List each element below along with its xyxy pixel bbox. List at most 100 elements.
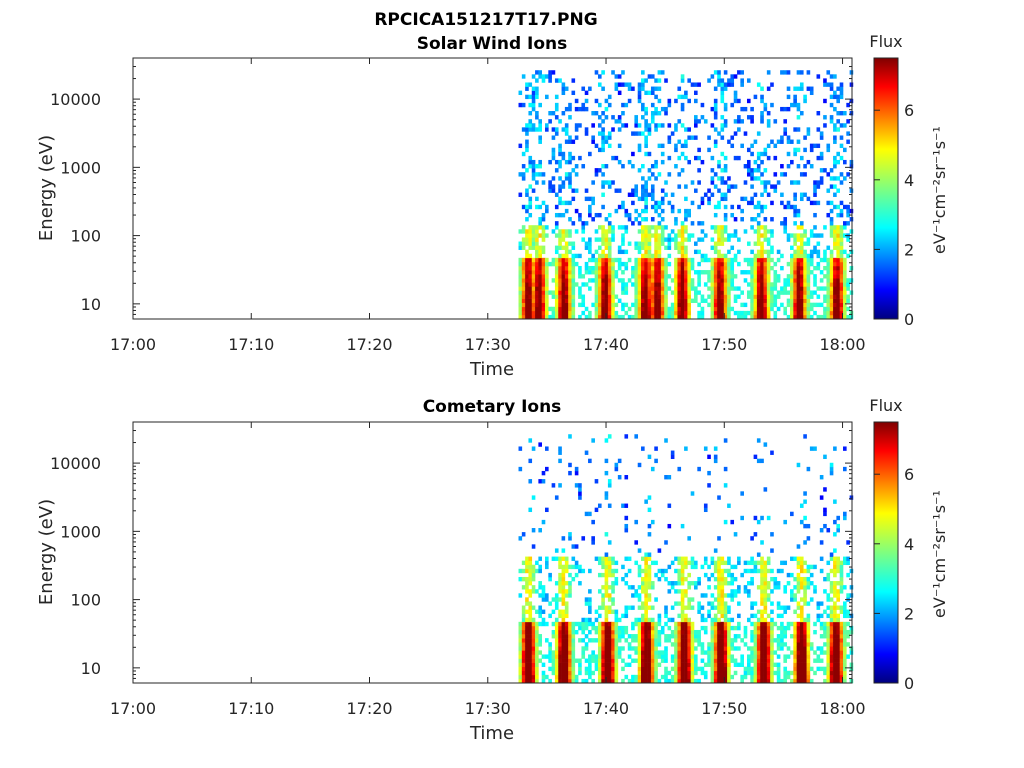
heatmap-cell	[763, 564, 768, 570]
heatmap-cell	[601, 119, 605, 124]
heatmap-cell	[571, 654, 576, 659]
heatmap-cell	[823, 82, 827, 87]
heatmap-cell	[717, 666, 721, 672]
heatmap-cell	[614, 634, 619, 639]
heatmap-cell	[680, 151, 685, 157]
heatmap-cell	[531, 282, 536, 287]
heatmap-cell	[680, 225, 685, 230]
heatmap-cell	[694, 629, 698, 635]
heatmap-cell	[641, 102, 645, 108]
heatmap-cell	[799, 225, 804, 230]
heatmap-cell	[531, 625, 536, 631]
heatmap-cell	[700, 642, 705, 647]
heatmap-cell	[568, 310, 572, 316]
heatmap-cell	[687, 581, 691, 586]
heatmap-cell	[564, 674, 569, 680]
heatmap-cell	[720, 298, 725, 303]
heatmap-cell	[806, 282, 811, 287]
heatmap-cell	[836, 212, 840, 218]
heatmap-cell	[697, 290, 701, 295]
heatmap-cell	[750, 200, 754, 206]
heatmap-cell	[690, 560, 695, 566]
heatmap-cell	[756, 229, 761, 234]
heatmap-cell	[823, 98, 827, 104]
heatmap-cell	[694, 560, 698, 566]
heatmap-cell	[710, 261, 715, 267]
heatmap-cell	[535, 282, 539, 287]
heatmap-cell	[743, 196, 748, 202]
heatmap-cell	[538, 294, 542, 299]
heatmap-cell	[601, 278, 605, 283]
heatmap-cell	[799, 241, 804, 246]
heatmap-cell	[634, 208, 639, 214]
heatmap-cell	[677, 674, 682, 680]
heatmap-cell	[674, 666, 678, 672]
heatmap-cell	[634, 646, 639, 651]
heatmap-cell	[809, 646, 814, 651]
heatmap-cell	[829, 658, 834, 663]
heatmap-cell	[766, 642, 771, 647]
heatmap-cell	[621, 200, 625, 206]
heatmap-cell	[578, 491, 582, 496]
heatmap-cell	[538, 658, 542, 663]
heatmap-cell	[803, 278, 807, 283]
heatmap-cell	[541, 306, 546, 312]
y-tick-label: 1000	[60, 522, 101, 541]
heatmap-cell	[720, 589, 725, 594]
heatmap-cell	[597, 225, 602, 230]
heatmap-cell	[826, 678, 831, 684]
heatmap-cell	[541, 609, 546, 614]
heatmap-cell	[614, 86, 619, 91]
heatmap-cell	[521, 164, 526, 169]
heatmap-cell	[727, 176, 731, 181]
heatmap-cell	[743, 666, 748, 672]
heatmap-cell	[554, 221, 559, 226]
heatmap-cell	[558, 670, 562, 676]
heatmap-cell	[849, 613, 854, 619]
heatmap-cell	[713, 245, 718, 250]
heatmap-cell	[617, 650, 622, 655]
heatmap-cell	[637, 249, 642, 255]
heatmap-cell	[773, 274, 778, 279]
heatmap-cell	[829, 298, 834, 303]
heatmap-cell	[641, 666, 645, 672]
heatmap-cell	[548, 188, 552, 193]
cometary-colorbar-title: Flux	[869, 396, 902, 415]
heatmap-cell	[657, 621, 662, 627]
heatmap-cell	[611, 621, 615, 627]
heatmap-cell	[614, 581, 619, 586]
heatmap-cell	[597, 294, 602, 299]
heatmap-cell	[591, 678, 595, 684]
heatmap-cell	[843, 261, 847, 267]
heatmap-cell	[670, 229, 675, 234]
heatmap-cell	[823, 123, 827, 128]
heatmap-cell	[839, 646, 844, 651]
heatmap-cell	[545, 265, 549, 271]
heatmap-cell	[535, 111, 539, 116]
heatmap-cell	[531, 159, 536, 165]
heatmap-cell	[521, 294, 526, 299]
heatmap-cell	[843, 666, 847, 672]
heatmap-cell	[786, 261, 791, 267]
heatmap-cell	[796, 261, 801, 267]
heatmap-cell	[826, 621, 831, 627]
heatmap-cell	[846, 253, 850, 259]
heatmap-cell	[554, 270, 559, 275]
heatmap-cell	[793, 253, 797, 259]
heatmap-cell	[733, 589, 738, 594]
heatmap-cell	[607, 282, 612, 287]
heatmap-cell	[843, 646, 847, 651]
heatmap-cell	[601, 204, 605, 210]
heatmap-cell	[829, 634, 834, 639]
heatmap-cell	[843, 233, 847, 238]
heatmap-cell	[657, 86, 662, 91]
heatmap-cell	[843, 204, 847, 210]
heatmap-cell	[545, 290, 549, 295]
heatmap-cell	[551, 147, 556, 153]
heatmap-cell	[833, 257, 837, 263]
heatmap-cell	[680, 568, 685, 574]
heatmap-cell	[773, 172, 778, 177]
heatmap-cell	[674, 127, 678, 132]
heatmap-cell	[531, 568, 536, 574]
heatmap-cell	[763, 658, 768, 663]
